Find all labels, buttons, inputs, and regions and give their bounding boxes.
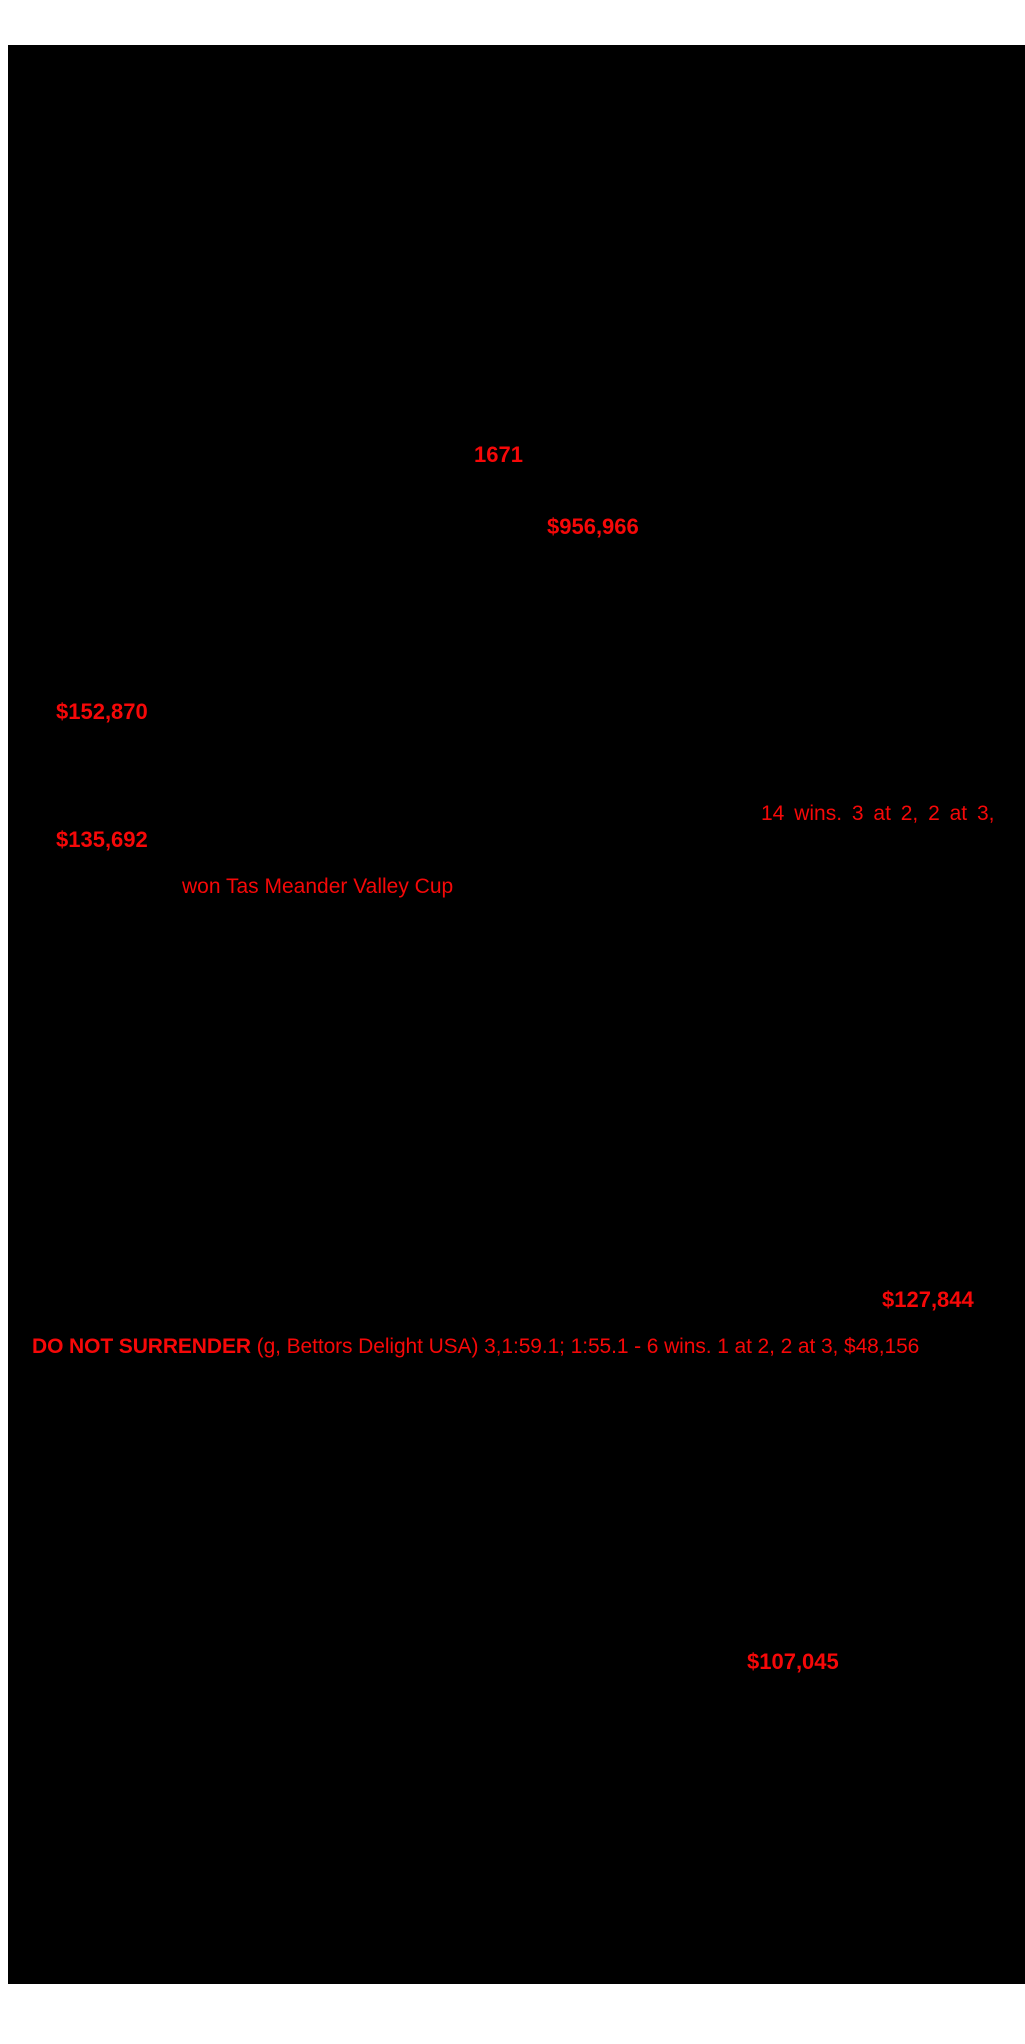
- horse-name: DO NOT SURRENDER: [32, 1335, 251, 1358]
- horse-details: (g, Bettors Delight USA) 3,1:59.1; 1:55.…: [256, 1335, 920, 1358]
- page-canvas: 1671 $956,966 $152,870 14 wins. 3 at 2, …: [8, 45, 1025, 1984]
- horse-entry-line: DO NOT SURRENDER (g, Bettors Delight USA…: [32, 1336, 919, 1357]
- earnings-value-1: $956,966: [547, 514, 639, 539]
- earnings-value-5: $107,045: [747, 1649, 839, 1674]
- lot-number: 1671: [474, 442, 523, 467]
- earnings-value-4: $127,844: [882, 1287, 974, 1312]
- earnings-value-2: $152,870: [56, 699, 148, 724]
- earnings-value-3: $135,692: [56, 827, 148, 852]
- cup-win-note: won Tas Meander Valley Cup: [182, 875, 454, 898]
- race-record-note: 14 wins. 3 at 2, 2 at 3,: [761, 802, 995, 825]
